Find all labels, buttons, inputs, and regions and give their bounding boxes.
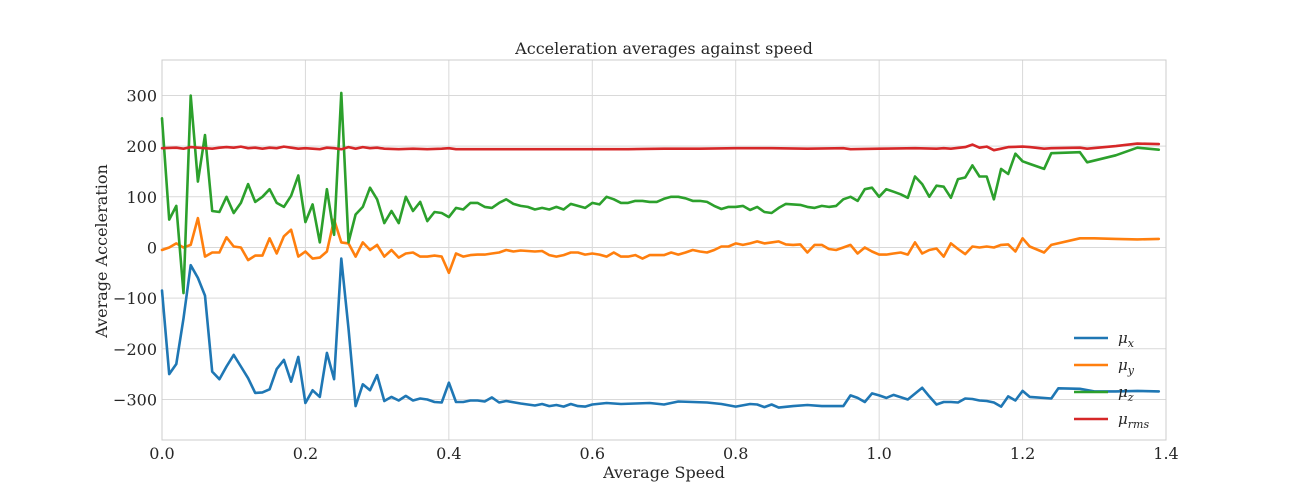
- y-tick-label: −100: [113, 289, 157, 308]
- legend-label-z: μz: [1118, 383, 1134, 404]
- y-tick-label: 200: [126, 137, 157, 156]
- y-axis-label: Average Acceleration: [92, 164, 111, 339]
- x-axis-label: Average Speed: [602, 463, 725, 482]
- y-tick-label: −300: [113, 390, 157, 409]
- x-tick-label: 0.6: [580, 444, 605, 463]
- y-axis-ticks: −300 −200 −100 0 100 200 300: [113, 86, 157, 409]
- x-tick-label: 1.4: [1153, 444, 1178, 463]
- x-axis-ticks: 0.0 0.2 0.4 0.6 0.8 1.0 1.2 1.4: [149, 444, 1178, 463]
- series-line-rms: [160, 142, 1161, 152]
- y-tick-label: 300: [126, 86, 157, 105]
- legend-label-rms: μrms: [1118, 410, 1149, 431]
- y-tick-label: 100: [126, 188, 157, 207]
- series-line-y: [160, 216, 1161, 275]
- chart-title: Acceleration averages against speed: [514, 39, 813, 58]
- series-line-x: [160, 257, 1161, 409]
- series-line-z: [160, 91, 1161, 295]
- x-tick-label: 0.0: [149, 444, 174, 463]
- grid: [161, 60, 1167, 440]
- x-tick-label: 0.2: [293, 444, 318, 463]
- x-tick-label: 1.2: [1010, 444, 1035, 463]
- legend: μx μy μz μrms: [1074, 329, 1149, 431]
- y-tick-label: −200: [113, 340, 157, 359]
- y-tick-label: 0: [147, 238, 157, 257]
- x-tick-label: 1.0: [866, 444, 891, 463]
- series-layer: [160, 91, 1161, 409]
- x-tick-label: 0.4: [436, 444, 461, 463]
- legend-label-y: μy: [1118, 356, 1135, 377]
- legend-label-x: μx: [1118, 329, 1135, 350]
- x-tick-label: 0.8: [723, 444, 748, 463]
